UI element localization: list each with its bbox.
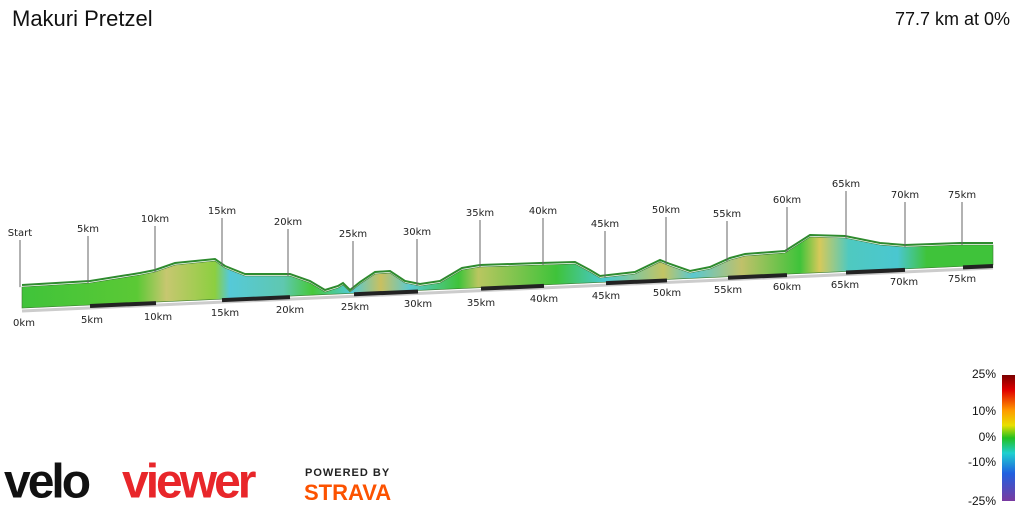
top-marker-label: 75km xyxy=(948,190,976,201)
bottom-marker-label: 70km xyxy=(890,277,918,288)
elevation-profile: Start 5km 10km 15km 20km 25km 30km 35km 40km 45km… xyxy=(8,179,994,329)
bottom-marker-label: 75km xyxy=(948,274,976,285)
top-marker-label: 35km xyxy=(466,208,494,219)
bottom-marker-label: 50km xyxy=(653,288,681,299)
strava-logo: STRAVA xyxy=(304,480,391,505)
top-marker-label: 5km xyxy=(77,224,99,235)
top-marker-label: 25km xyxy=(339,229,367,240)
ground-segment xyxy=(605,278,668,286)
bottom-marker-label: 60km xyxy=(773,282,801,293)
top-marker-label: 65km xyxy=(832,179,860,190)
logo-viewer: viewer xyxy=(122,456,256,509)
bottom-marker-label: 25km xyxy=(341,302,369,313)
bottom-marker-label: 20km xyxy=(276,305,304,316)
bottom-marker-label: 30km xyxy=(404,299,432,310)
top-marker-label: 10km xyxy=(141,214,169,225)
ground-segment xyxy=(221,295,291,303)
legend-label: 0% xyxy=(979,430,997,444)
bottom-marker-label: 55km xyxy=(714,285,742,296)
bottom-marker-label: 0km xyxy=(13,318,35,329)
gradient-legend-bar xyxy=(1002,375,1015,501)
bottom-marker-label: 35km xyxy=(467,298,495,309)
profile-ridge xyxy=(21,233,993,292)
title: Makuri Pretzel xyxy=(12,6,153,31)
bottom-marker-label: 10km xyxy=(144,312,172,323)
bottom-marker-label: 45km xyxy=(592,291,620,302)
legend-label: -25% xyxy=(968,494,996,508)
top-marker-label: 20km xyxy=(274,217,302,228)
ground-segment xyxy=(727,273,788,280)
powered-by: POWERED BY xyxy=(305,467,390,479)
top-marker-label: 15km xyxy=(208,206,236,217)
summary: 77.7 km at 0% xyxy=(895,9,1010,29)
bottom-marker-label: 5km xyxy=(81,315,103,326)
bottom-marker-label: 40km xyxy=(530,294,558,305)
bottom-marker-label: 15km xyxy=(211,308,239,319)
legend-label: 10% xyxy=(972,404,996,418)
branding: velo viewer POWERED BY STRAVA xyxy=(4,456,391,509)
legend-label: -10% xyxy=(968,455,996,469)
logo-velo: velo xyxy=(4,456,90,509)
top-marker-label: 30km xyxy=(403,227,431,238)
top-marker-label: 50km xyxy=(652,205,680,216)
ground-segment xyxy=(962,264,994,270)
top-marker-label: 70km xyxy=(891,190,919,201)
top-marker-label: 60km xyxy=(773,195,801,206)
top-marker-label: 40km xyxy=(529,206,557,217)
bottom-marker-label: 65km xyxy=(831,280,859,291)
top-marker-label: 55km xyxy=(713,209,741,220)
ground-segment xyxy=(845,267,906,275)
top-marker-label: Start xyxy=(8,228,33,239)
legend-label: 25% xyxy=(972,367,996,381)
ground-segment xyxy=(353,289,419,297)
top-marker-label: 45km xyxy=(591,219,619,230)
ground-segment xyxy=(89,301,157,308)
ground-segment xyxy=(480,283,545,291)
